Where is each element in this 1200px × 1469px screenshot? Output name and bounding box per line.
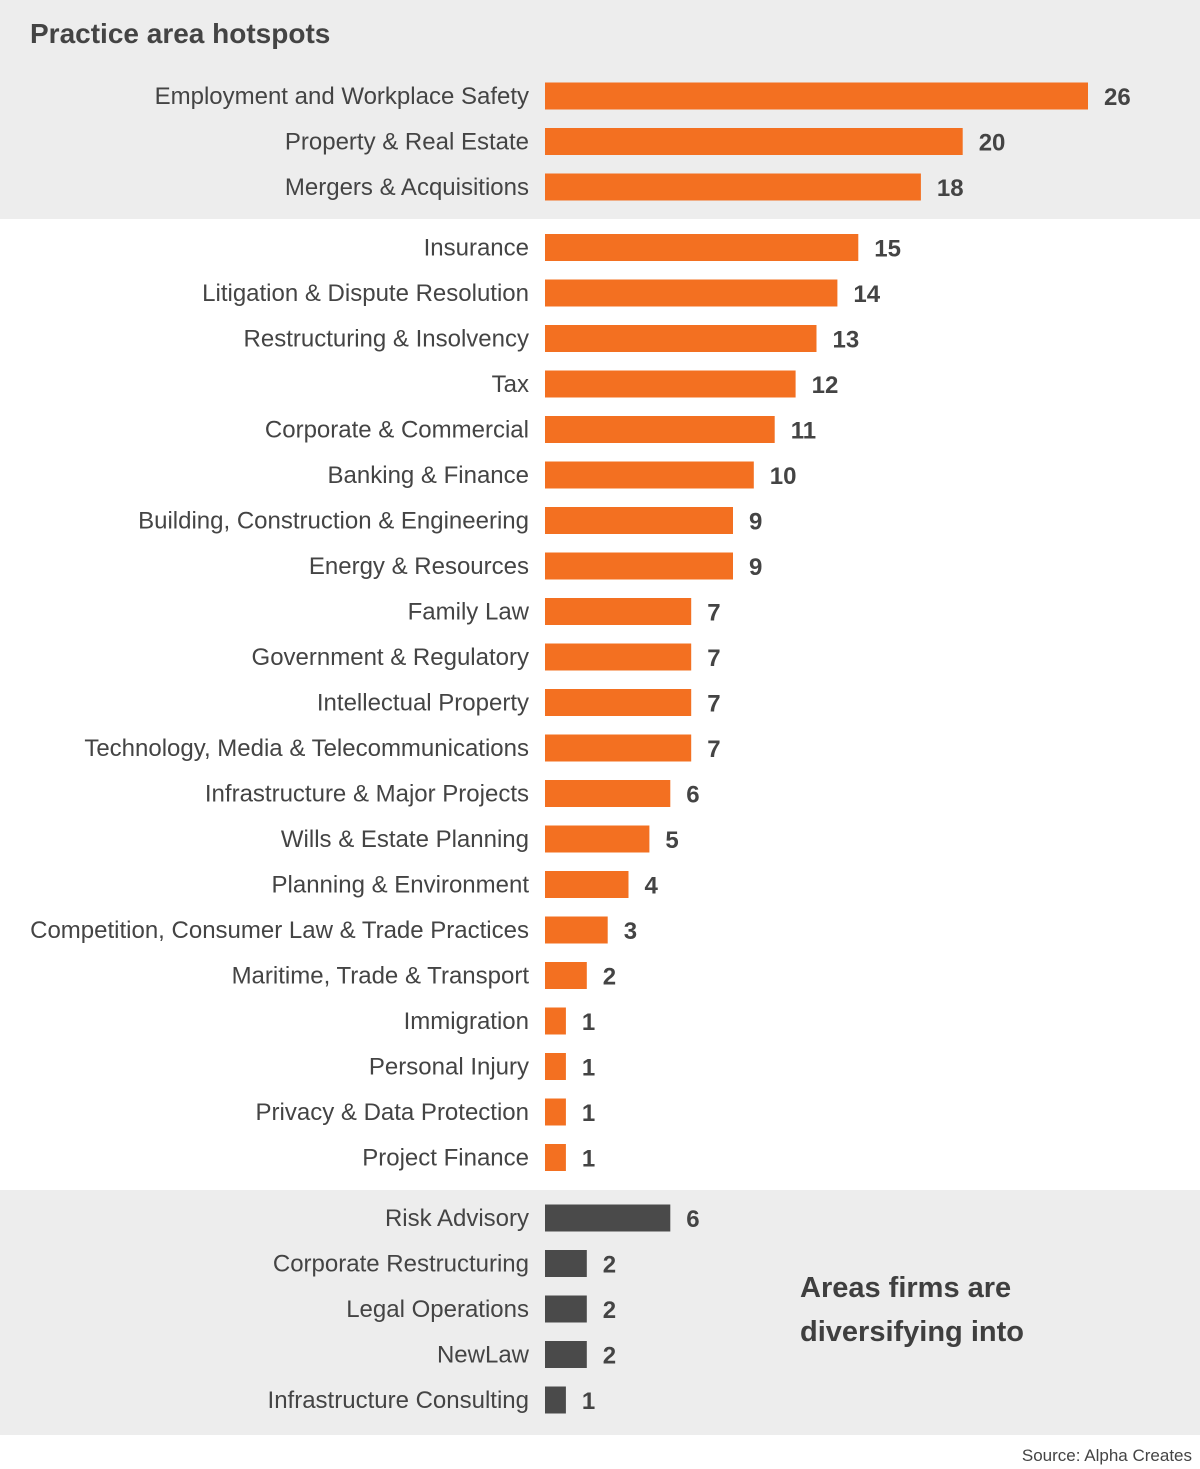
- value-label: 2: [603, 964, 616, 991]
- value-label: 9: [749, 554, 762, 581]
- category-label: Personal Injury: [369, 1054, 529, 1081]
- bar: [545, 416, 775, 443]
- category-label: Corporate Restructuring: [273, 1251, 529, 1278]
- category-label: Competition, Consumer Law & Trade Practi…: [30, 917, 529, 944]
- value-label: 1: [582, 1100, 595, 1127]
- value-label: 11: [791, 418, 816, 445]
- category-label: Infrastructure Consulting: [268, 1387, 529, 1414]
- value-label: 1: [582, 1009, 595, 1036]
- category-label: Maritime, Trade & Transport: [232, 963, 530, 990]
- category-label: Property & Real Estate: [285, 129, 529, 156]
- bar: [545, 128, 963, 155]
- category-label: Project Finance: [362, 1145, 529, 1172]
- value-label: 14: [853, 281, 880, 308]
- bar: [545, 1053, 566, 1080]
- bar: [545, 1204, 671, 1232]
- value-label: 7: [707, 600, 720, 627]
- bar: [545, 461, 754, 489]
- category-label: Privacy & Data Protection: [256, 1099, 529, 1126]
- category-label: Mergers & Acquisitions: [285, 174, 529, 201]
- category-label: Litigation & Dispute Resolution: [202, 280, 529, 307]
- category-label: Tax: [492, 371, 529, 398]
- bar: [545, 1250, 587, 1277]
- category-label: Building, Construction & Engineering: [138, 508, 529, 535]
- category-label: NewLaw: [437, 1342, 530, 1369]
- bar: [545, 82, 1088, 110]
- bar: [545, 689, 692, 716]
- bar: [545, 279, 838, 307]
- category-label: Banking & Finance: [328, 462, 529, 489]
- value-label: 9: [749, 509, 762, 536]
- bar: [545, 1007, 566, 1035]
- bar: [545, 370, 796, 398]
- category-label: Risk Advisory: [385, 1205, 529, 1232]
- category-label: Planning & Environment: [272, 872, 530, 899]
- bar: [545, 552, 733, 580]
- category-label: Technology, Media & Telecommunications: [84, 735, 529, 762]
- bar: [545, 962, 587, 989]
- value-label: 12: [812, 372, 839, 399]
- category-label: Immigration: [404, 1008, 529, 1035]
- value-label: 26: [1104, 84, 1131, 111]
- category-label: Legal Operations: [346, 1296, 529, 1323]
- bar: [545, 1144, 566, 1171]
- value-label: 1: [582, 1146, 595, 1173]
- category-label: Intellectual Property: [317, 690, 529, 717]
- diversifying-note: Areas firms are diversifying into: [800, 1272, 1024, 1348]
- category-label: Restructuring & Insolvency: [244, 326, 529, 353]
- bar: [545, 325, 817, 352]
- value-label: 18: [937, 175, 964, 202]
- chart-title: Practice area hotspots: [30, 18, 331, 49]
- bar: [545, 734, 692, 762]
- value-label: 1: [582, 1055, 595, 1082]
- bar: [545, 643, 692, 671]
- bar: [545, 871, 629, 898]
- bar: [545, 598, 692, 625]
- value-label: 4: [645, 873, 659, 900]
- value-label: 2: [603, 1343, 616, 1370]
- value-label: 20: [979, 130, 1006, 157]
- category-label: Infrastructure & Major Projects: [205, 781, 529, 808]
- value-label: 7: [707, 691, 720, 718]
- bar: [545, 1295, 587, 1323]
- bar: [545, 234, 859, 261]
- category-label: Wills & Estate Planning: [281, 826, 529, 853]
- bar: [545, 1386, 566, 1414]
- category-label: Family Law: [408, 599, 530, 626]
- category-label: Insurance: [424, 235, 529, 262]
- category-label: Energy & Resources: [309, 553, 529, 580]
- value-label: 3: [624, 918, 637, 945]
- category-label: Corporate & Commercial: [265, 417, 529, 444]
- value-label: 2: [603, 1297, 616, 1324]
- value-label: 10: [770, 463, 797, 490]
- source-note: Source: Alpha Creates: [1021, 1446, 1192, 1465]
- bar: [545, 1098, 566, 1126]
- bar: [545, 780, 671, 807]
- bar: [545, 173, 921, 201]
- category-label: Employment and Workplace Safety: [155, 83, 529, 110]
- value-label: 15: [874, 236, 901, 263]
- bar: [545, 916, 608, 944]
- value-label: 6: [686, 1206, 699, 1233]
- value-label: 5: [665, 827, 678, 854]
- value-label: 1: [582, 1388, 595, 1415]
- bar: [545, 825, 650, 853]
- bar: [545, 1341, 587, 1368]
- category-label: Government & Regulatory: [252, 644, 529, 671]
- value-label: 6: [686, 782, 699, 809]
- value-label: 13: [833, 327, 860, 354]
- value-label: 2: [603, 1252, 616, 1279]
- value-label: 7: [707, 645, 720, 672]
- bar: [545, 507, 733, 534]
- value-label: 7: [707, 736, 720, 763]
